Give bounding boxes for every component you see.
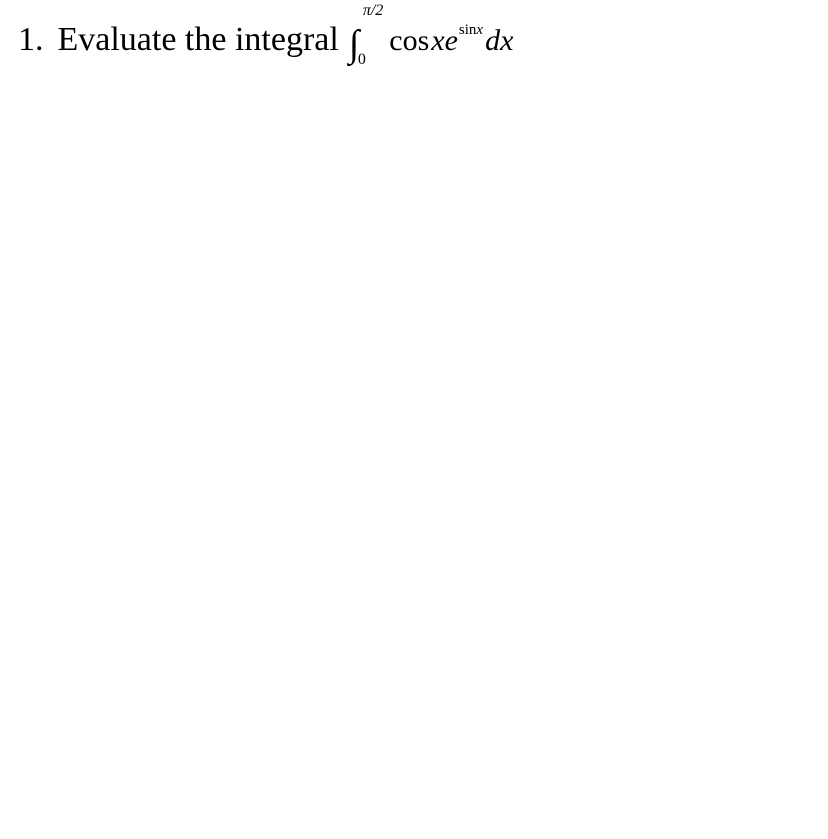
problem-item: 1. Evaluate the integral ∫ π/2 0 cos x e… (18, 12, 810, 65)
integral-upper-limit: π/2 (363, 0, 383, 22)
problem-text: Evaluate the integral (58, 16, 339, 64)
differential: dx (485, 20, 513, 62)
integrand: cos x e sinx dx (389, 20, 513, 62)
exponent: sinx (459, 20, 483, 41)
integral-expression: ∫ π/2 0 (349, 12, 359, 65)
e-base: e (445, 20, 458, 62)
cos-function: cos (389, 20, 429, 62)
problem-number: 1. (18, 16, 44, 64)
variable-x: x (431, 20, 444, 62)
integral-lower-limit: 0 (358, 49, 366, 71)
